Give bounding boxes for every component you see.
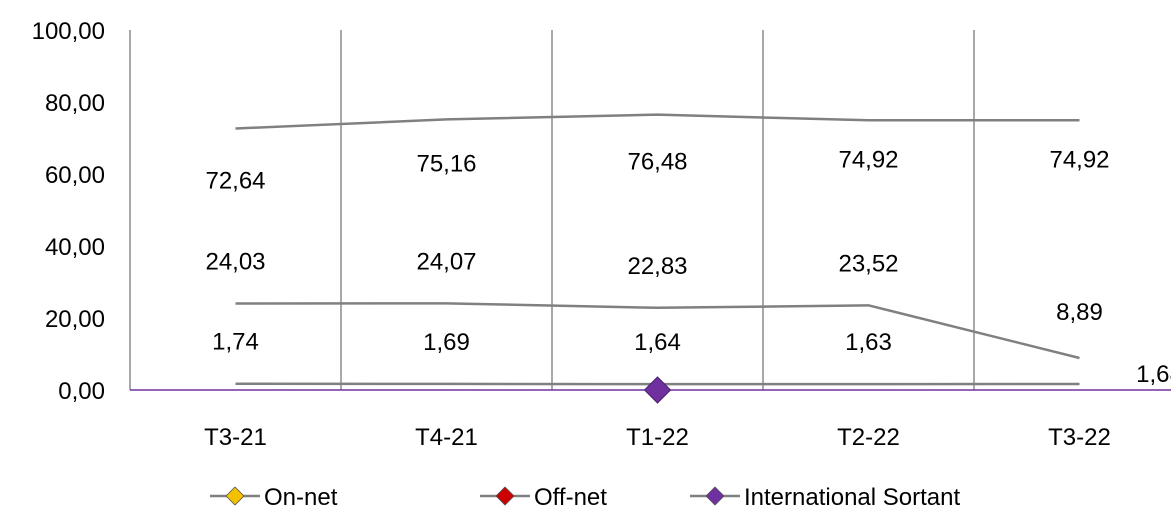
vertical-gridlines <box>129 30 975 390</box>
markers <box>643 376 672 404</box>
data-label: 74,92 <box>1049 146 1109 173</box>
y-axis: 0,00 20,00 40,00 60,00 80,00 100,00 <box>32 18 105 405</box>
y-tick-label: 60,00 <box>45 162 105 189</box>
y-tick-label: 100,00 <box>32 18 105 45</box>
data-label: 1,64 <box>634 329 681 356</box>
data-labels: 72,64 75,16 76,48 74,92 74,92 24,03 24,07 22,83… <box>205 146 1171 388</box>
data-label: 24,03 <box>205 248 265 275</box>
x-tick-label: T2-22 <box>837 424 900 451</box>
data-label: 75,16 <box>416 150 476 177</box>
data-label: 1,63 <box>845 329 892 356</box>
data-label: 22,83 <box>627 253 687 280</box>
y-tick-label: 20,00 <box>45 306 105 333</box>
data-label: 74,92 <box>838 146 898 173</box>
x-tick-label: T3-22 <box>1048 424 1111 451</box>
data-label: 1,68 <box>1136 361 1171 388</box>
data-label: 23,52 <box>838 250 898 277</box>
legend-diamond-icon <box>705 486 725 506</box>
y-tick-label: 80,00 <box>45 90 105 117</box>
x-axis: T3-21 T4-21 T1-22 T2-22 T3-22 <box>130 389 1171 451</box>
x-tick-label: T3-21 <box>204 424 267 451</box>
data-label: 8,89 <box>1056 299 1103 326</box>
data-label: 76,48 <box>627 149 687 176</box>
data-label: 24,07 <box>416 248 476 275</box>
series-line-off-net <box>235 302 1080 360</box>
legend: On-net Off-net International Sortant <box>210 484 960 509</box>
y-tick-label: 40,00 <box>45 234 105 261</box>
data-label: 72,64 <box>205 167 265 194</box>
y-tick-label: 0,00 <box>58 378 105 405</box>
x-tick-label: T1-22 <box>626 424 689 451</box>
x-tick-label: T4-21 <box>415 424 478 451</box>
legend-label: On-net <box>264 484 338 509</box>
data-label: 1,74 <box>212 329 259 356</box>
legend-diamond-icon <box>495 486 515 506</box>
legend-label: International Sortant <box>744 484 960 509</box>
diamond-marker <box>643 376 672 404</box>
legend-label: Off-net <box>534 484 607 509</box>
legend-diamond-icon <box>225 486 245 506</box>
data-label: 1,69 <box>423 329 470 356</box>
series-line-on-net <box>235 113 1080 130</box>
